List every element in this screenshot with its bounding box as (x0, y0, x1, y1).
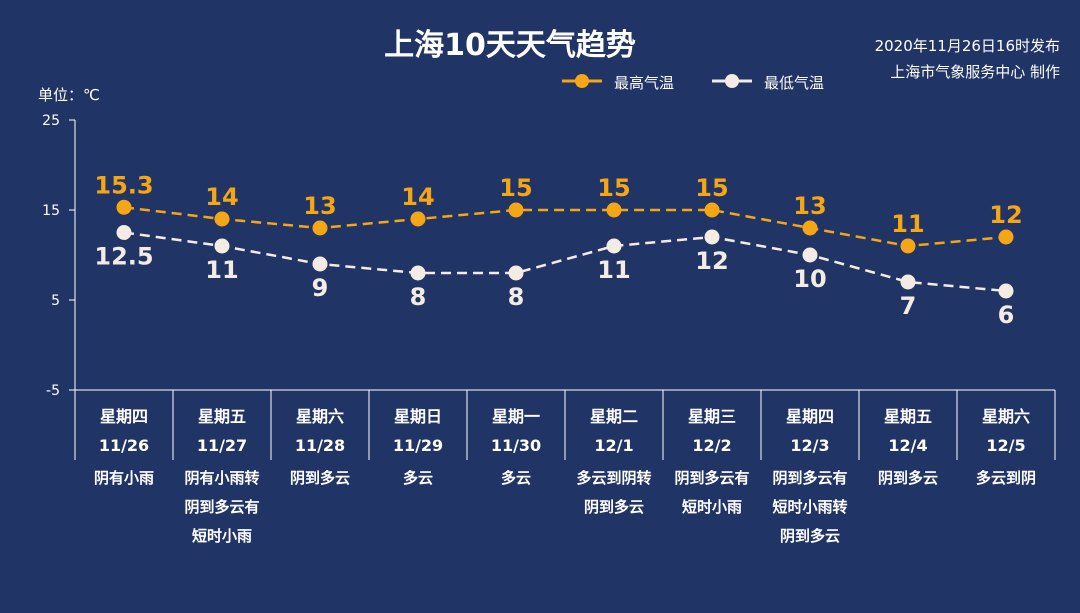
low-temp-point (606, 238, 622, 254)
date-label: 11/26 (99, 436, 149, 455)
weather-desc: 阴有小雨转 (184, 469, 259, 487)
weekday-label: 星期二 (590, 407, 638, 426)
date-label: 12/3 (790, 436, 829, 455)
high-temp-point (802, 220, 818, 236)
high-temp-point (116, 199, 132, 215)
low-temp-label: 8 (410, 283, 427, 311)
low-temp-point (214, 238, 230, 254)
high-temp-label: 15 (597, 174, 630, 202)
high-temp-point (704, 202, 720, 218)
weather-desc: 多云 (501, 469, 531, 487)
high-temp-label: 15 (499, 174, 532, 202)
low-temp-point (508, 265, 524, 281)
low-temp-point (704, 229, 720, 245)
legend-high-marker (562, 74, 602, 88)
weekday-label: 星期五 (198, 407, 246, 426)
low-temp-label: 8 (508, 283, 525, 311)
chart-title: 上海10天天气趋势 (384, 28, 636, 63)
low-temp-line (123, 231, 1007, 293)
high-temp-point (606, 202, 622, 218)
y-tick-label: -5 (46, 383, 60, 399)
weekday-label: 星期六 (296, 407, 344, 426)
y-tick-label: 5 (51, 293, 60, 309)
weather-desc: 阴到多云 (584, 498, 644, 516)
weather-desc: 阴到多云 (290, 469, 350, 487)
low-temp-point (312, 256, 328, 272)
high-temp-point (508, 202, 524, 218)
low-temp-point (802, 247, 818, 263)
unit-label: 单位：℃ (38, 86, 100, 104)
weather-desc: 阴到多云 (878, 469, 938, 487)
weather-desc: 多云到阴 (976, 469, 1036, 487)
high-temp-label: 13 (303, 192, 336, 220)
low-temp-point (116, 225, 132, 240)
weather-desc: 短时小雨 (192, 527, 252, 545)
low-temp-point (410, 265, 426, 281)
issuer: 上海市气象服务中心 制作 (890, 63, 1060, 81)
high-temp-label: 13 (793, 192, 826, 220)
weather-desc: 阴到多云有 (772, 469, 847, 487)
date-label: 11/28 (295, 436, 345, 455)
low-temp-label: 10 (793, 265, 826, 293)
weather-desc: 阴有小雨 (94, 469, 154, 487)
low-temp-label: 9 (312, 274, 329, 302)
date-label: 12/2 (692, 436, 731, 455)
legend-low-marker (712, 74, 752, 88)
low-temp-label: 7 (900, 292, 917, 320)
low-temp-label: 11 (205, 256, 238, 284)
low-temp-label: 12.5 (94, 243, 153, 271)
low-temp-label: 11 (597, 256, 630, 284)
weather-desc: 阴到多云有 (184, 498, 259, 516)
weather-desc: 多云 (403, 469, 433, 487)
low-temp-point (998, 283, 1014, 299)
high-temp-point (900, 238, 916, 254)
high-temp-point (410, 211, 426, 227)
weather-desc: 阴到多云 (780, 527, 840, 545)
issue-time: 2020年11月26日16时发布 (874, 37, 1060, 55)
date-label: 12/1 (594, 436, 633, 455)
high-temp-point (998, 229, 1014, 245)
y-tick-label: 15 (42, 203, 60, 219)
low-temp-label: 6 (998, 301, 1015, 329)
high-temp-point (312, 220, 328, 236)
weekday-label: 星期六 (982, 407, 1030, 426)
high-temp-point (214, 211, 230, 227)
weekday-label: 星期日 (394, 407, 442, 426)
date-label: 11/30 (491, 436, 541, 455)
high-temp-label: 14 (205, 183, 238, 211)
low-temp-label: 12 (695, 247, 728, 275)
weekday-label: 星期四 (100, 407, 148, 426)
date-label: 11/27 (197, 436, 247, 455)
low-temp-point (900, 274, 916, 290)
date-label: 12/5 (986, 436, 1025, 455)
date-label: 11/29 (393, 436, 443, 455)
weather-desc: 短时小雨转 (772, 498, 847, 516)
high-temp-label: 12 (989, 201, 1022, 229)
weather-desc: 多云到阴转 (576, 469, 651, 487)
weekday-label: 星期三 (688, 407, 736, 426)
weekday-label: 星期五 (884, 407, 932, 426)
weekday-label: 星期四 (786, 407, 834, 426)
legend-low-label: 最低气温 (764, 74, 825, 92)
high-temp-label: 14 (401, 183, 434, 211)
weekday-label: 星期一 (492, 407, 540, 426)
high-temp-line (123, 206, 1007, 248)
weather-desc: 阴到多云有 (674, 469, 749, 487)
high-temp-label: 15.3 (94, 171, 153, 199)
weather-desc: 短时小雨 (682, 498, 742, 516)
y-tick-label: 25 (42, 113, 60, 129)
issue-info: 2020年11月26日16时发布 上海市气象服务中心 制作 (760, 33, 1060, 85)
high-temp-label: 11 (891, 210, 924, 238)
legend-high-label: 最高气温 (614, 74, 675, 92)
date-label: 12/4 (888, 436, 927, 455)
high-temp-label: 15 (695, 174, 728, 202)
